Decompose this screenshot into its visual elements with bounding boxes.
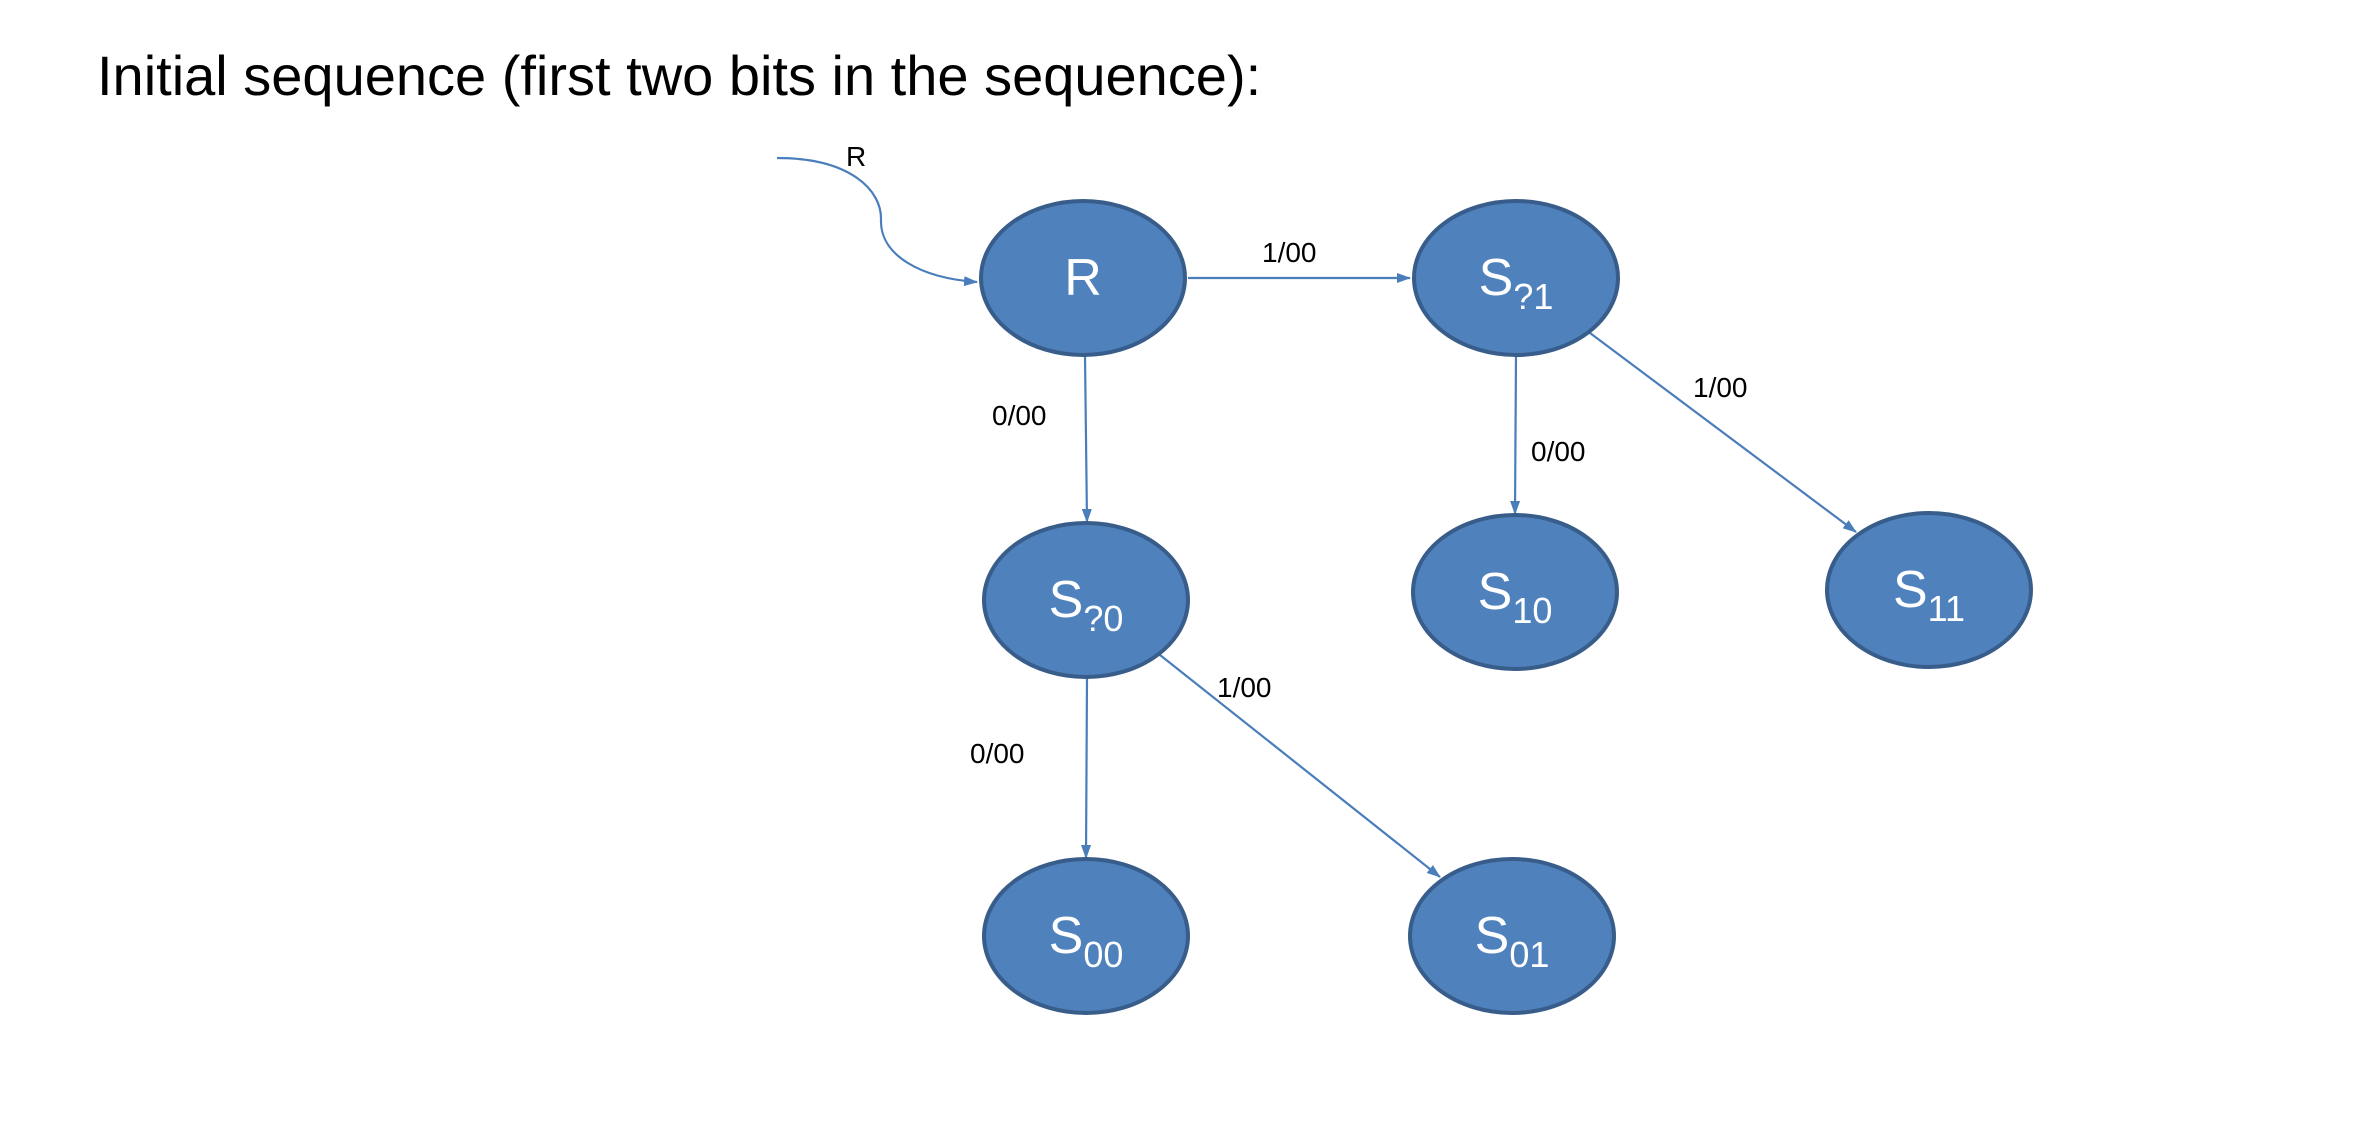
state-label: S?0 [1049,571,1124,639]
transition-label: 0/00 [1531,436,1586,467]
state-node: S01 [1408,857,1616,1015]
reset-label: R [846,141,866,172]
state-node: S?1 [1412,199,1620,357]
state-label: R [1064,249,1102,307]
transition-label: 1/00 [1217,672,1272,703]
state-ellipse [1411,513,1619,671]
state-node: S11 [1825,511,2033,669]
state-node: S?0 [982,521,1190,679]
transition-label: 0/00 [970,738,1025,769]
state-ellipse [982,521,1190,679]
state-subscript: 11 [1928,588,1965,629]
state-node: S10 [1411,513,1619,671]
state-ellipse [1825,511,2033,669]
state-ellipse [982,857,1190,1015]
state-ellipse [979,199,1187,357]
transition-label: 1/00 [1693,372,1748,403]
transition-arrow [1510,354,1521,515]
state-subscript: ?1 [1513,276,1553,317]
state-subscript: ?0 [1083,598,1123,639]
state-name: S [1475,907,1510,965]
state-label: S10 [1478,563,1553,631]
state-subscript: 10 [1512,590,1552,631]
transition-arrow [1081,354,1092,523]
state-name: S [1478,563,1513,621]
state-ellipse [1412,199,1620,357]
transition-label: 1/00 [1262,237,1317,268]
state-name: S [1049,907,1084,965]
state-node: R [979,199,1187,357]
slide-title: Initial sequence (first two bits in the … [97,44,1262,107]
state-name: S [1893,561,1928,619]
state-name: R [1064,249,1102,307]
transition-arrow [1159,654,1441,878]
state-name: S [1049,571,1084,629]
state-label: S?1 [1479,249,1554,317]
state-subscript: 01 [1509,934,1549,975]
transitions: R 1/00 0/00 0/00 1/00 0/00 1/00 [776,141,1857,878]
state-ellipse [1408,857,1616,1015]
transition-arrow [1589,332,1857,533]
transition-label: 0/00 [992,400,1047,431]
state-label: S00 [1049,907,1124,975]
state-label: S01 [1475,907,1550,975]
state-name: S [1479,249,1514,307]
state-label: S11 [1893,561,1965,629]
state-subscript: 00 [1083,934,1123,975]
transition-arrow [1081,676,1092,859]
state-node: S00 [982,857,1190,1015]
reset-arrow [776,156,978,287]
